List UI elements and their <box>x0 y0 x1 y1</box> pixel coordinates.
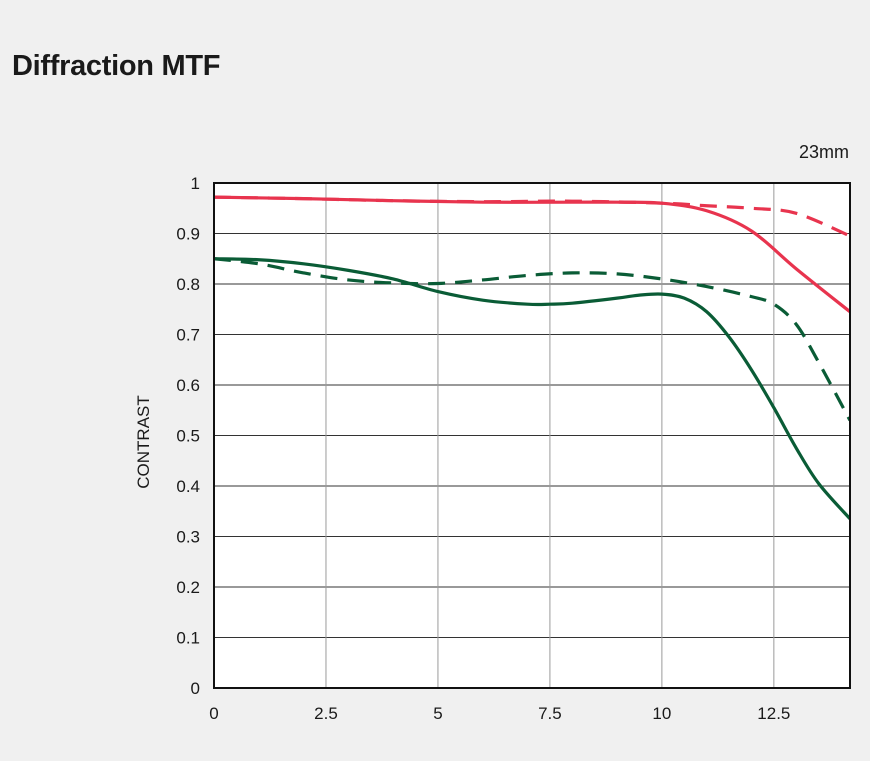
y-tick-label: 0.6 <box>176 376 200 395</box>
series-line-dashed-3 <box>214 257 850 422</box>
y-tick-label: 0 <box>191 679 200 698</box>
y-tick-label: 0.9 <box>176 225 200 244</box>
x-tick-label: 5 <box>433 704 442 723</box>
y-tick-label: 0.3 <box>176 528 200 547</box>
x-tick-label: 2.5 <box>314 704 338 723</box>
x-tick-label: 10 <box>652 704 671 723</box>
series-line-dashed-1 <box>214 195 850 238</box>
series-line-solid-2 <box>214 257 850 520</box>
y-tick-label: 1 <box>191 174 200 193</box>
y-tick-label: 0.1 <box>176 629 200 648</box>
plot-frame <box>213 182 851 689</box>
y-tick-label: 0.2 <box>176 578 200 597</box>
y-tick-label: 0.5 <box>176 427 200 446</box>
x-tick-label: 7.5 <box>538 704 562 723</box>
grid-lines <box>214 183 850 688</box>
focal-length-label: 23mm <box>798 142 849 162</box>
y-tick-label: 0.7 <box>176 326 200 345</box>
y-tick-label: 0.4 <box>176 477 200 496</box>
y-tick-label: 0.8 <box>176 275 200 294</box>
x-tick-label: 0 <box>209 704 218 723</box>
series-layer <box>214 195 850 520</box>
page-title: Diffraction MTF <box>12 50 221 82</box>
x-tick-label: 12.5 <box>757 704 790 723</box>
tick-labels: 00.10.20.30.40.50.60.70.80.910 2.5 5 7.5 10 1… <box>176 174 790 723</box>
